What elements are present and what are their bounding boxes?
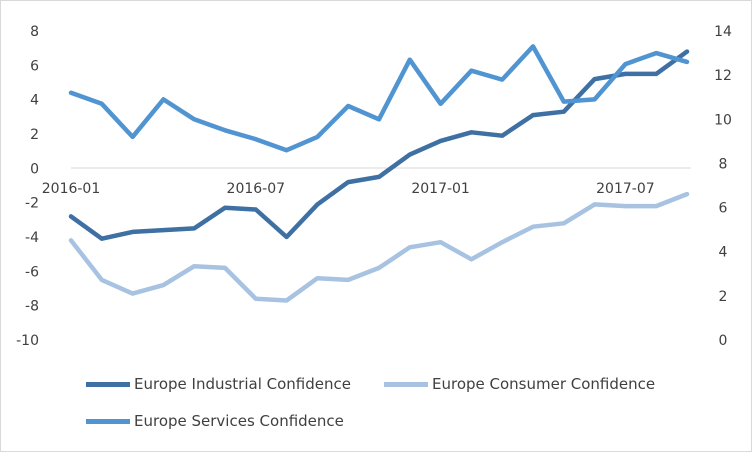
legend-swatch — [86, 381, 130, 387]
legend-label: Europe Services Confidence — [134, 412, 344, 430]
y-right-tick-label: 2 — [719, 289, 728, 305]
x-tick-label: 2016-07 — [227, 181, 286, 197]
legend-label: Europe Industrial Confidence — [134, 375, 351, 393]
x-axis: 2016-01 2016-07 2017-01 2017-07 — [42, 181, 655, 197]
legend-item-services: Europe Services Confidence — [86, 412, 344, 430]
series-lines — [68, 44, 690, 303]
x-tick-label: 2017-01 — [411, 181, 470, 197]
y-right-tick-label: 8 — [719, 156, 728, 172]
legend-label: Europe Consumer Confidence — [432, 375, 656, 393]
y-axis-left: -10 -8 -6 -4 -2 0 2 4 6 8 — [16, 24, 39, 349]
y-right-tick-label: 14 — [714, 24, 732, 40]
series-line-europe-industrial-confidence — [68, 49, 690, 241]
y-right-tick-label: 4 — [719, 245, 728, 261]
legend-swatch — [86, 418, 130, 424]
x-tick-label: 2017-07 — [596, 181, 655, 197]
y-right-tick-label: 12 — [714, 68, 732, 84]
y-left-tick-label: 0 — [30, 161, 39, 177]
y-left-tick-label: -6 — [25, 264, 39, 280]
legend-item-consumer: Europe Consumer Confidence — [384, 375, 655, 393]
series-line-europe-consumer-confidence — [68, 191, 690, 303]
y-axis-right: 0 2 4 6 8 10 12 14 — [714, 24, 732, 349]
y-left-tick-label: -4 — [25, 230, 39, 246]
y-left-tick-label: 8 — [30, 24, 39, 40]
y-left-tick-label: -8 — [25, 299, 39, 315]
y-right-tick-label: 6 — [719, 201, 728, 217]
legend-swatch — [384, 381, 428, 387]
y-right-tick-label: 0 — [719, 333, 728, 349]
series-line-europe-services-confidence — [68, 44, 690, 153]
legend-item-industrial: Europe Industrial Confidence — [86, 375, 351, 393]
y-left-tick-label: 6 — [30, 58, 39, 74]
y-left-tick-label: 2 — [30, 127, 39, 143]
y-left-tick-label: 4 — [30, 93, 39, 109]
y-right-tick-label: 10 — [714, 112, 732, 128]
x-tick-label: 2016-01 — [42, 181, 101, 197]
y-left-tick-label: -10 — [16, 333, 39, 349]
y-left-tick-label: -2 — [25, 196, 39, 212]
